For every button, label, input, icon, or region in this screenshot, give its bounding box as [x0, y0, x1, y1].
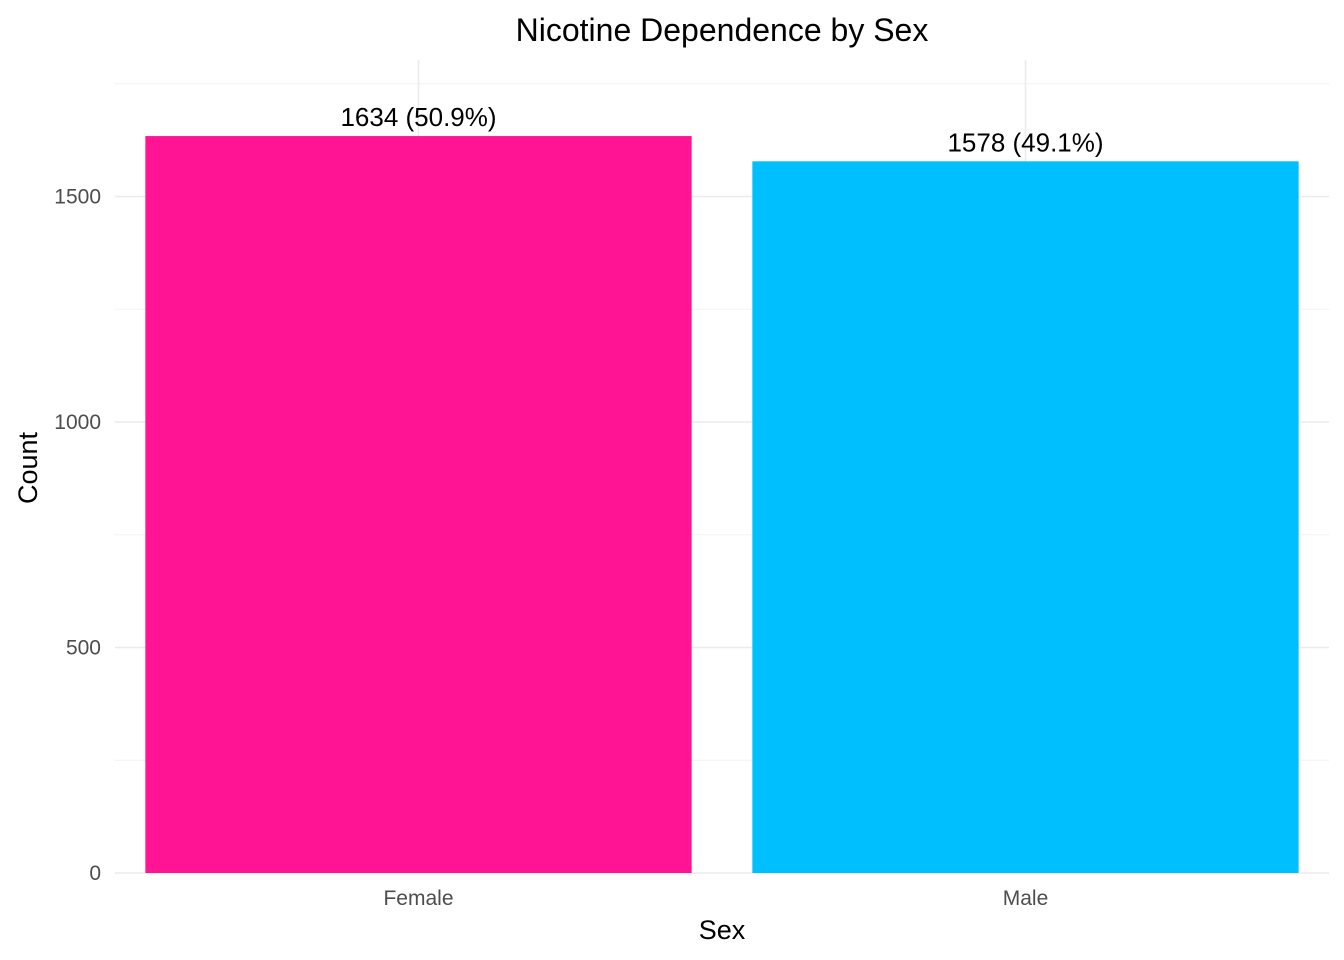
y-tick-label: 1000 [54, 411, 101, 434]
x-tick-label: Male [1003, 887, 1049, 910]
bar-male [752, 161, 1299, 873]
data-labels: 1634 (50.9%) 1578 (49.1%) [340, 102, 1103, 157]
x-axis-title: Sex [699, 915, 746, 945]
y-tick-label: 1500 [54, 186, 101, 209]
x-axis-ticks: Female Male [383, 887, 1048, 910]
y-axis-title: Count [13, 431, 43, 504]
bar-female [145, 136, 692, 874]
y-tick-label: 500 [66, 637, 101, 660]
data-label-male: 1578 (49.1%) [947, 127, 1103, 157]
chart-title: Nicotine Dependence by Sex [516, 12, 929, 48]
bars [145, 136, 1299, 874]
y-tick-label: 0 [89, 862, 101, 885]
data-label-female: 1634 (50.9%) [340, 102, 496, 132]
y-axis-ticks: 0 500 1000 1500 [54, 186, 101, 886]
x-tick-label: Female [383, 887, 453, 910]
